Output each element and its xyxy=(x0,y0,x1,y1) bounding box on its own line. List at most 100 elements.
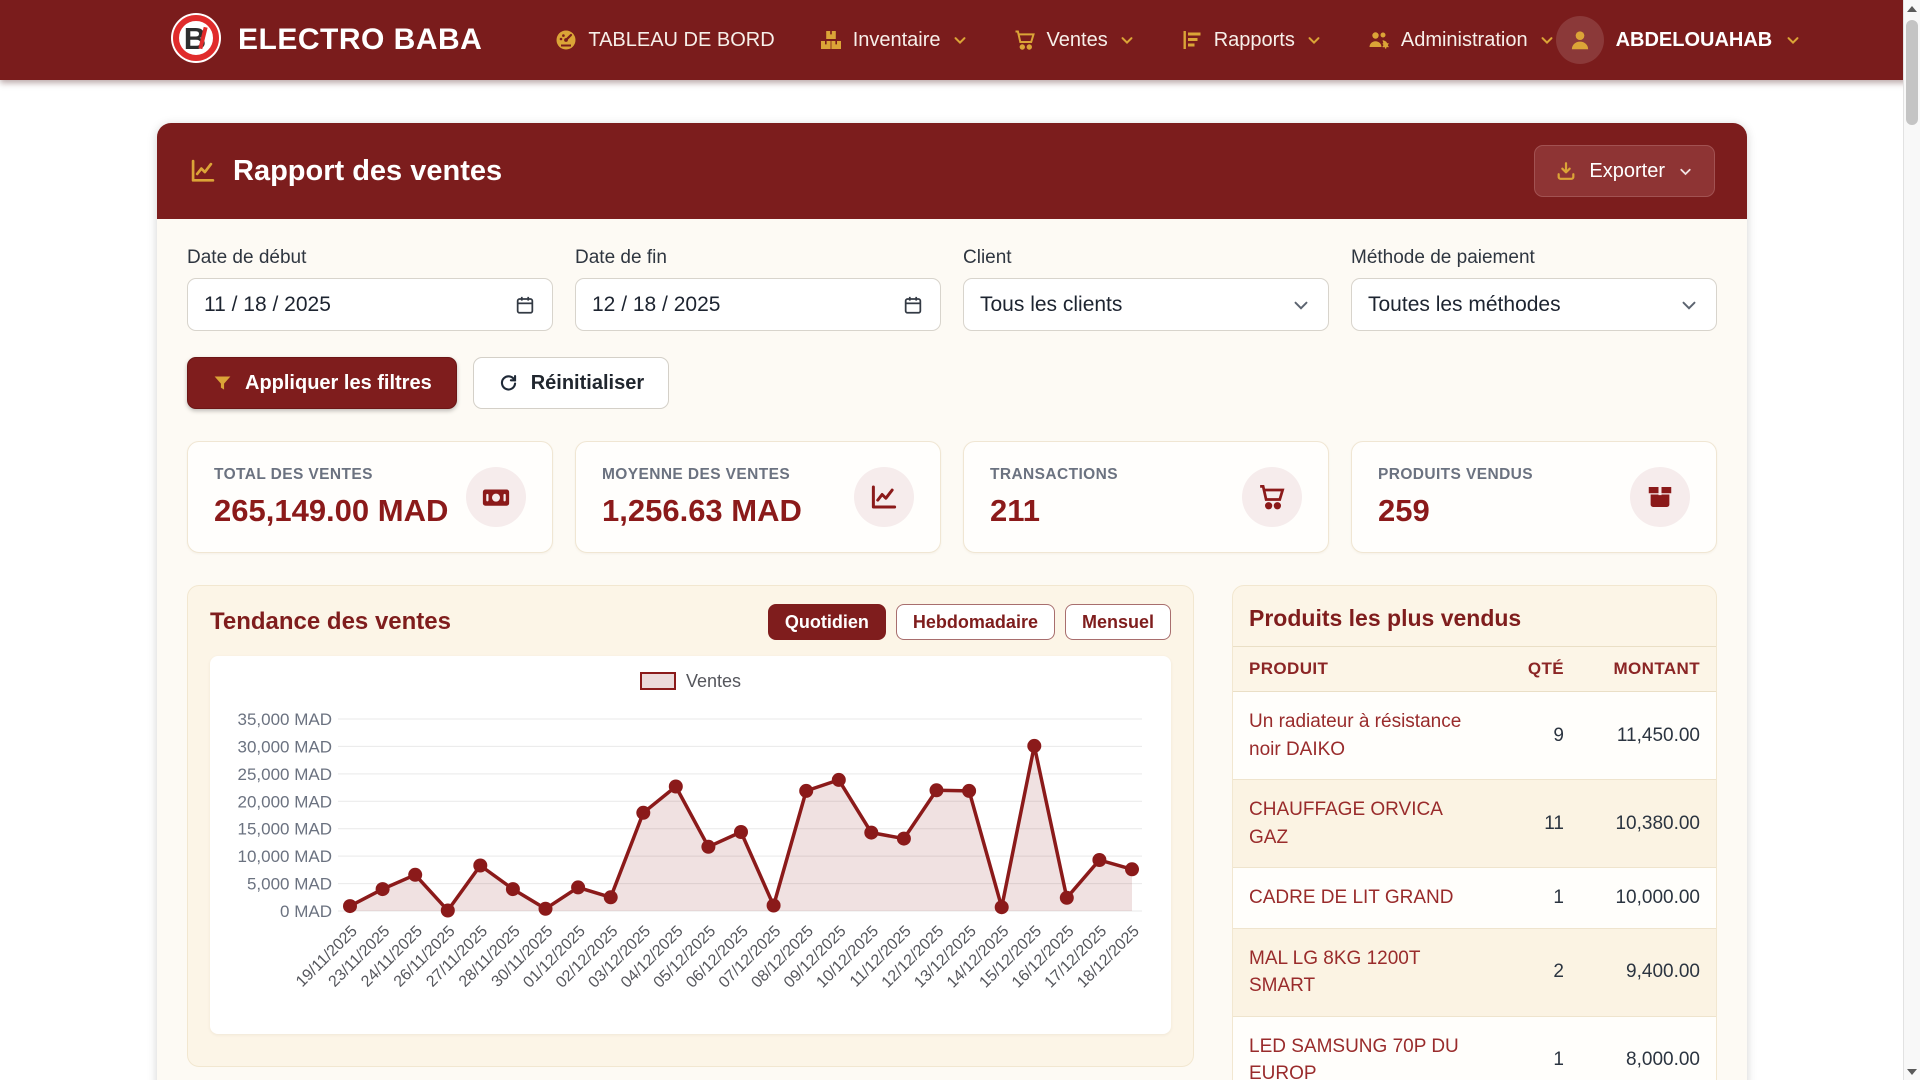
svg-text:20,000 MAD: 20,000 MAD xyxy=(238,792,333,811)
svg-text:35,000 MAD: 35,000 MAD xyxy=(238,710,333,729)
payment-method-select[interactable]: Toutes les méthodes xyxy=(1351,278,1717,331)
stat-label: TRANSACTIONS xyxy=(990,465,1118,483)
client-selected-value: Tous les clients xyxy=(980,292,1123,316)
export-label: Exporter xyxy=(1589,159,1665,182)
filter-payment-method: Méthode de paiement Toutes les méthodes xyxy=(1351,247,1717,331)
filters: Date de début 11 / 18 / 2025 Date de fin… xyxy=(187,247,1717,331)
chart-line-icon xyxy=(191,159,215,182)
stat-transactions: TRANSACTIONS 211 xyxy=(963,441,1329,553)
nav-item-label: Rapports xyxy=(1213,28,1295,51)
brand-logo-icon: B xyxy=(170,12,222,69)
table-row: MAL LG 8KG 1200T SMART 2 9,400.00 xyxy=(1233,928,1716,1017)
filter-label: Méthode de paiement xyxy=(1351,247,1535,268)
nav-item-sales[interactable]: Ventes xyxy=(1013,28,1136,52)
scroll-up-arrow-icon[interactable] xyxy=(1904,0,1920,17)
chart-legend: Ventes xyxy=(210,669,1171,693)
tab-weekly[interactable]: Hebdomadaire xyxy=(895,604,1055,640)
calendar-icon[interactable] xyxy=(514,294,536,316)
stat-value: 1,256.63 MAD xyxy=(602,492,802,528)
end-date-value: 12 / 18 / 2025 xyxy=(592,292,721,316)
panels: Tendance des ventes Quotidien Hebdomadai… xyxy=(187,585,1717,1080)
product-qty: 2 xyxy=(1553,961,1564,983)
sales-trend-chart: Ventes 0 MAD 5,000 MAD 10,000 MAD 15,000 MA… xyxy=(210,656,1171,1034)
chevron-down-icon xyxy=(1294,301,1308,310)
scroll-down-arrow-icon[interactable] xyxy=(1904,1063,1920,1080)
calendar-icon[interactable] xyxy=(902,294,924,316)
svg-text:30,000 MAD: 30,000 MAD xyxy=(238,737,333,756)
box-icon xyxy=(1630,467,1690,527)
legend-swatch xyxy=(639,672,676,690)
product-amount: 10,380.00 xyxy=(1615,812,1700,834)
filter-actions: Appliquer les filtres Réinitialiser xyxy=(187,357,1717,409)
product-amount: 8,000.00 xyxy=(1626,1049,1700,1071)
nav-item-inventory[interactable]: Inventaire xyxy=(819,28,969,52)
product-name: CHAUFFAGE ORVICA GAZ xyxy=(1249,799,1442,848)
filter-label: Date de début xyxy=(187,247,307,268)
nav-item-administration[interactable]: Administration xyxy=(1367,28,1556,52)
product-qty: 11 xyxy=(1544,812,1564,834)
nav-item-reports[interactable]: Rapports xyxy=(1180,28,1323,52)
reset-filters-label: Réinitialiser xyxy=(530,371,645,394)
stat-value: 265,149.00 MAD xyxy=(214,492,449,528)
nav-item-label: Ventes xyxy=(1046,28,1108,51)
download-icon xyxy=(1557,162,1575,180)
user-icon xyxy=(1571,31,1588,50)
scrollbar-thumb[interactable] xyxy=(1906,20,1918,125)
table-row: CHAUFFAGE ORVICA GAZ 11 10,380.00 xyxy=(1233,780,1716,869)
tab-daily[interactable]: Quotidien xyxy=(767,604,886,640)
products-table-body: Un radiateur à résistance noir DAIKO 9 1… xyxy=(1233,692,1716,1080)
cart-icon xyxy=(1242,467,1302,527)
reset-filters-button[interactable]: Réinitialiser xyxy=(472,357,670,409)
product-amount: 9,400.00 xyxy=(1626,961,1700,983)
boxes-icon xyxy=(820,31,841,49)
nav-item-dashboard[interactable]: TABLEAU DE BORD xyxy=(554,28,775,52)
stat-value: 211 xyxy=(990,492,1041,528)
report-body: Date de début 11 / 18 / 2025 Date de fin… xyxy=(157,219,1747,1080)
chevron-down-icon xyxy=(1308,37,1320,45)
start-date-input[interactable]: 11 / 18 / 2025 xyxy=(187,278,553,331)
chevron-down-icon xyxy=(1787,37,1799,45)
product-amount: 11,450.00 xyxy=(1616,724,1700,746)
chevron-down-icon xyxy=(1680,168,1691,175)
stat-label: MOYENNE DES VENTES xyxy=(602,465,791,483)
start-date-value: 11 / 18 / 2025 xyxy=(204,292,331,316)
svg-text:15,000 MAD: 15,000 MAD xyxy=(238,820,333,839)
avatar xyxy=(1555,16,1604,64)
users-gear-icon xyxy=(1369,32,1389,49)
chevron-down-icon xyxy=(1682,301,1696,310)
product-name: LED SAMSUNG 70P DU EUROP xyxy=(1249,1035,1459,1080)
client-select[interactable]: Tous les clients xyxy=(963,278,1329,331)
user-name: ABDELOUAHAB xyxy=(1615,28,1773,51)
brand[interactable]: B ELECTRO BABA xyxy=(170,12,482,69)
payment-selected-value: Toutes les méthodes xyxy=(1368,292,1561,316)
brand-name: ELECTRO BABA xyxy=(238,23,483,56)
filter-label: Client xyxy=(963,247,1012,268)
svg-text:5,000 MAD: 5,000 MAD xyxy=(247,875,332,894)
product-qty: 9 xyxy=(1553,724,1564,746)
stat-total-sales: TOTAL DES VENTES 265,149.00 MAD xyxy=(187,441,553,553)
end-date-input[interactable]: 12 / 18 / 2025 xyxy=(575,278,941,331)
trend-period-tabs: Quotidien Hebdomadaire Mensuel xyxy=(767,604,1171,640)
nav-item-label: Administration xyxy=(1400,28,1528,51)
product-name: MAL LG 8KG 1200T SMART xyxy=(1249,947,1421,997)
stat-label: TOTAL DES VENTES xyxy=(214,465,373,483)
chevron-down-icon xyxy=(1121,37,1133,45)
funnel-icon xyxy=(214,376,231,390)
legend-label: Ventes xyxy=(685,670,742,691)
tab-monthly[interactable]: Mensuel xyxy=(1064,604,1171,640)
main-menu: TABLEAU DE BORD Inventaire Ventes Rappor… xyxy=(554,28,1555,52)
user-menu[interactable]: ABDELOUAHAB xyxy=(1555,16,1803,64)
svg-text:0 MAD: 0 MAD xyxy=(280,902,332,921)
col-amount: MONTANT xyxy=(1613,659,1700,678)
export-button[interactable]: Exporter xyxy=(1534,145,1715,197)
products-table-header: PRODUIT QTÉ MONTANT xyxy=(1233,646,1716,692)
top-products-panel: Produits les plus vendus PRODUIT QTÉ MON… xyxy=(1232,585,1717,1080)
filter-start-date: Date de début 11 / 18 / 2025 xyxy=(187,247,553,331)
sales-trend-panel: Tendance des ventes Quotidien Hebdomadai… xyxy=(187,585,1194,1067)
vertical-scrollbar[interactable] xyxy=(1903,0,1920,1080)
svg-text:25,000 MAD: 25,000 MAD xyxy=(238,765,333,784)
apply-filters-button[interactable]: Appliquer les filtres xyxy=(187,357,457,409)
page-title: Rapport des ventes xyxy=(233,154,503,187)
money-bill-icon xyxy=(466,467,526,527)
line-chart: 0 MAD 5,000 MAD 10,000 MAD 15,000 MAD 20,000… xyxy=(238,710,1143,991)
